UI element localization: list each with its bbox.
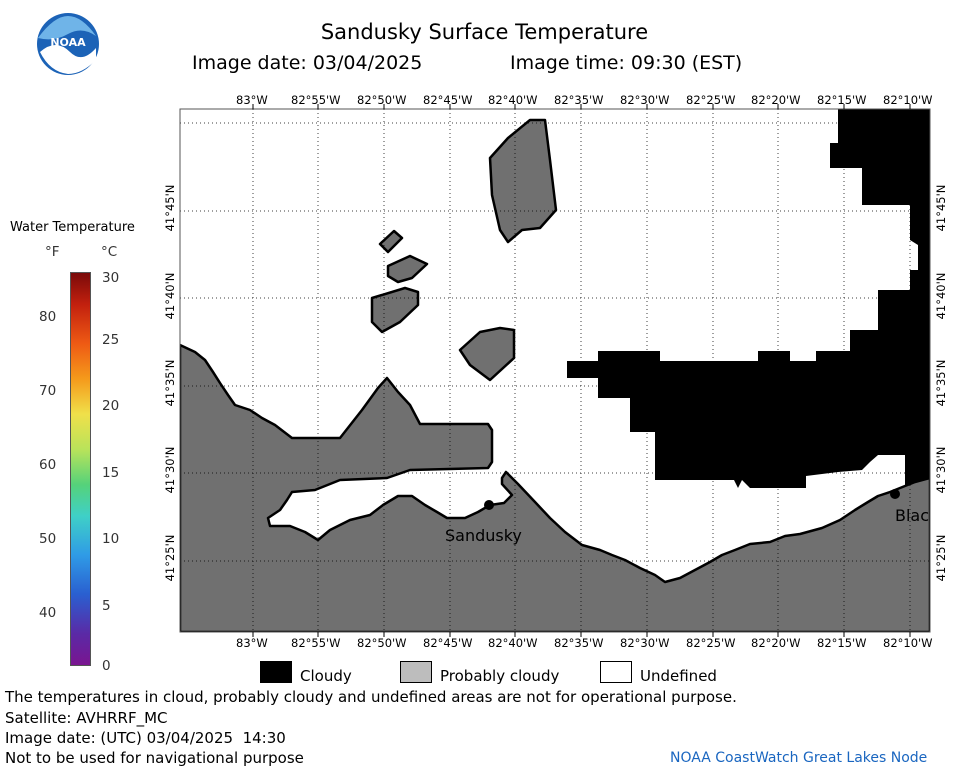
image-date-label: Image date: 03/04/2025 <box>192 52 423 74</box>
legend-swatch-probably-cloudy <box>400 661 432 683</box>
lon-label-bottom: 82°40'W <box>488 636 538 650</box>
lon-label-top: 82°10'W <box>883 93 933 107</box>
lon-label-top: 82°35'W <box>554 93 604 107</box>
lon-label-bottom: 83°W <box>236 636 268 650</box>
colorbar-f-tick: 70 <box>39 383 57 399</box>
legend-swatch-cloudy <box>260 661 292 683</box>
map-ticks <box>252 104 911 637</box>
legend-label-undefined: Undefined <box>640 667 717 685</box>
legend-label-cloudy: Cloudy <box>300 667 352 685</box>
lon-label-bottom: 82°35'W <box>554 636 604 650</box>
image-time-label: Image time: 09:30 (EST) <box>510 52 743 74</box>
colorbar-c-tick: 10 <box>102 531 120 547</box>
lon-label-bottom: 82°30'W <box>620 636 670 650</box>
place-label-blac: Blac <box>895 506 929 525</box>
credit-text: NOAA CoastWatch Great Lakes Node <box>670 750 928 766</box>
island-kelleys <box>488 118 558 244</box>
colorbar-c-tick: 25 <box>102 332 120 348</box>
cloud-area <box>567 109 930 488</box>
lon-label-top: 82°45'W <box>423 93 473 107</box>
lon-label-bottom: 82°50'W <box>357 636 407 650</box>
colorbar <box>70 272 91 666</box>
lon-label-top: 82°40'W <box>488 93 538 107</box>
sandusky-marker <box>484 500 494 510</box>
lon-label-bottom: 82°55'W <box>291 636 341 650</box>
colorbar-c-tick: 15 <box>102 465 120 481</box>
lon-label-top: 82°15'W <box>817 93 867 107</box>
colorbar-c-tick: 30 <box>102 270 120 286</box>
place-label-sandusky: Sandusky <box>445 526 522 545</box>
page-title: Sandusky Surface Temperature <box>320 20 649 44</box>
colorbar-title: Water Temperature <box>10 220 135 235</box>
utc-date-text: Image date: (UTC) 03/04/2025 14:30 <box>5 729 286 747</box>
map-frame <box>179 108 931 633</box>
lon-label-top: 82°30'W <box>620 93 670 107</box>
lon-label-bottom: 82°25'W <box>686 636 736 650</box>
colorbar-c-tick: 20 <box>102 398 120 414</box>
lon-label-bottom: 82°20'W <box>751 636 801 650</box>
colorbar-f-tick: 60 <box>39 457 57 473</box>
lon-label-top: 82°55'W <box>291 93 341 107</box>
colorbar-unit-c: °C <box>101 244 118 260</box>
satellite-text: Satellite: AVHRRF_MC <box>5 709 168 727</box>
nav-note-text: Not to be used for navigational purpose <box>5 749 304 767</box>
island-small-4 <box>458 326 516 382</box>
colorbar-f-tick: 50 <box>39 531 57 547</box>
lon-label-top: 82°25'W <box>686 93 736 107</box>
lon-label-bottom: 82°10'W <box>883 636 933 650</box>
lon-label-top: 82°20'W <box>751 93 801 107</box>
colorbar-c-tick: 5 <box>102 598 111 614</box>
colorbar-c-tick: 0 <box>102 658 111 674</box>
lon-label-bottom: 82°45'W <box>423 636 473 650</box>
legend-swatch-undefined <box>600 661 632 683</box>
noaa-logo: NOAA <box>36 12 100 76</box>
lon-label-top: 82°50'W <box>357 93 407 107</box>
legend-label-probably-cloudy: Probably cloudy <box>440 667 560 685</box>
lon-label-top: 83°W <box>236 93 268 107</box>
disclaimer-text: The temperatures in cloud, probably clou… <box>5 688 737 706</box>
svg-text:NOAA: NOAA <box>50 36 86 49</box>
colorbar-f-tick: 80 <box>39 309 57 325</box>
graticule <box>180 109 930 632</box>
colorbar-unit-f: °F <box>45 244 60 260</box>
colorbar-f-tick: 40 <box>39 605 57 621</box>
noaa-logo-icon: NOAA <box>37 13 99 75</box>
blac-marker <box>890 489 900 499</box>
island-small-1 <box>378 229 404 254</box>
island-small-2 <box>386 254 429 284</box>
lon-label-bottom: 82°15'W <box>817 636 867 650</box>
